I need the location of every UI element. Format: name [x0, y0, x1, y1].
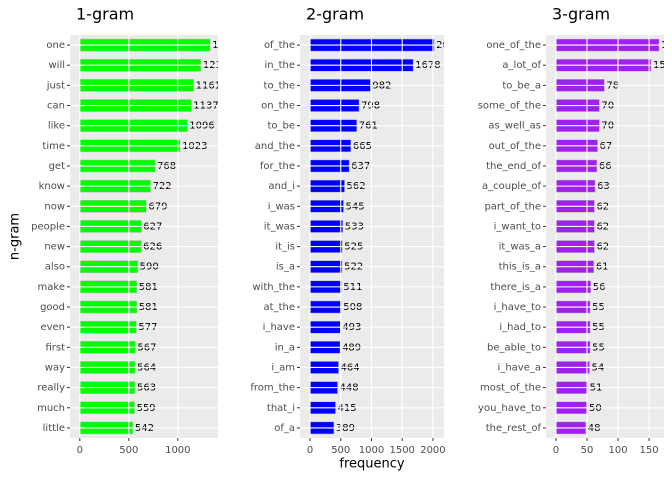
y-tick-label: and_i: [268, 181, 295, 192]
y-tick-label: can: [47, 101, 65, 112]
y-axis-label: n-gram: [8, 213, 23, 260]
y-tick-label: i_have_to: [494, 302, 541, 313]
x-tick-label: 0: [553, 445, 559, 456]
panel-title: 2-gram: [306, 5, 364, 24]
panel-background: [70, 35, 218, 438]
y-tick-label: of_the: [264, 40, 295, 51]
y-tick-label: get: [49, 161, 66, 172]
y-tick-label: in_a: [275, 342, 295, 353]
y-tick-label: i_have_a: [498, 362, 541, 373]
x-tick-label: 0: [77, 445, 83, 456]
x-tick-label: 100: [608, 445, 627, 456]
y-tick-label: most_of_the: [480, 383, 541, 394]
y-tick-label: part_of_the: [484, 201, 541, 212]
y-tick-label: this_is_a: [499, 262, 541, 273]
y-tick-label: make: [38, 282, 65, 293]
y-tick-label: way: [45, 362, 65, 373]
x-tick-label: 0: [307, 445, 313, 456]
y-tick-label: that_i: [267, 403, 295, 414]
y-tick-label: on_the: [261, 101, 295, 112]
x-tick-label: 500: [119, 445, 138, 456]
y-tick-label: is_a: [276, 262, 295, 273]
y-tick-label: you_have_to: [478, 403, 541, 414]
y-tick-label: to_be: [267, 121, 295, 132]
y-tick-label: of_a: [274, 423, 295, 434]
y-tick-label: and_the: [255, 141, 295, 152]
x-axis-label: frequency: [339, 457, 405, 472]
y-tick-label: even: [40, 322, 65, 333]
x-tick-label: 1500: [389, 445, 414, 456]
y-tick-label: first: [45, 342, 65, 353]
y-tick-label: now: [44, 201, 65, 212]
y-tick-label: i_have: [263, 322, 295, 333]
x-tick-label: 2000: [420, 445, 445, 456]
y-tick-label: much: [37, 403, 65, 414]
x-tick-label: 1000: [165, 445, 190, 456]
y-tick-label: also: [45, 262, 65, 273]
y-tick-label: a_couple_of: [482, 181, 541, 192]
panel-title: 1-gram: [76, 5, 134, 24]
x-tick-label: 50: [581, 445, 594, 456]
y-tick-label: out_of_the: [489, 141, 541, 152]
y-tick-label: one_of_the: [486, 40, 541, 51]
y-tick-label: really: [37, 383, 65, 394]
x-tick-label: 500: [331, 445, 350, 456]
y-tick-label: be_able_to: [487, 342, 541, 353]
y-tick-label: will: [48, 60, 65, 71]
panel-title: 3-gram: [552, 5, 610, 24]
y-tick-label: one: [46, 40, 65, 51]
y-tick-label: some_of_the: [478, 101, 541, 112]
y-tick-label: to_the: [264, 80, 295, 91]
y-tick-label: it_was_a: [499, 242, 541, 253]
y-tick-label: it_was: [264, 221, 295, 232]
y-tick-label: a_lot_of: [502, 60, 541, 71]
y-tick-label: there_is_a: [490, 282, 541, 293]
y-tick-label: the_rest_of: [486, 423, 542, 434]
x-tick-label: 150: [640, 445, 659, 456]
x-tick-label: 1000: [359, 445, 384, 456]
y-tick-label: to_be_a: [502, 80, 541, 91]
y-tick-label: people: [31, 221, 65, 232]
y-tick-label: new: [44, 242, 65, 253]
y-tick-label: the_end_of: [486, 161, 541, 172]
y-tick-label: just: [46, 80, 65, 91]
y-tick-label: little: [43, 423, 65, 434]
y-tick-label: like: [48, 121, 65, 132]
y-tick-label: time: [42, 141, 65, 152]
y-tick-label: i_had_to: [499, 322, 541, 333]
y-tick-label: at_the: [264, 302, 295, 313]
y-tick-label: it_is: [275, 242, 295, 253]
y-tick-label: for_the: [260, 161, 295, 172]
y-tick-label: as_well_as: [488, 121, 541, 132]
y-tick-label: from_the: [250, 383, 295, 394]
y-tick-label: with_the: [252, 282, 295, 293]
y-tick-label: good: [40, 302, 65, 313]
y-tick-label: i_am: [271, 362, 295, 373]
y-tick-label: in_the: [264, 60, 295, 71]
y-tick-label: i_want_to: [494, 221, 541, 232]
y-tick-label: i_was: [268, 201, 295, 212]
y-tick-label: know: [39, 181, 65, 192]
panel-background: [546, 35, 664, 438]
